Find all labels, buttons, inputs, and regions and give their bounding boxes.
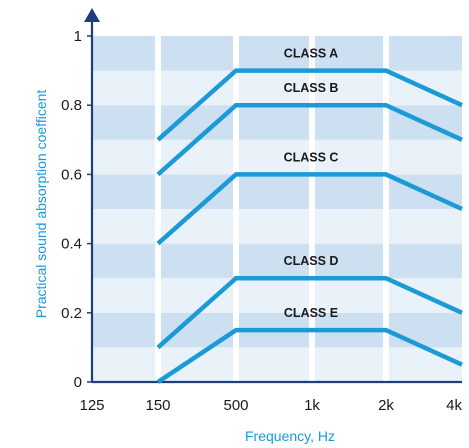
x-tick-0: 125 <box>79 397 104 414</box>
x-tick-1: 150 <box>145 397 170 414</box>
series-label-0: CLASS A <box>284 47 338 61</box>
y-tick-2: 0.4 <box>61 236 82 253</box>
series-line-2 <box>156 172 463 246</box>
band-8 <box>92 70 462 106</box>
y-tick-0: 0 <box>74 374 82 391</box>
y-tick-5: 1 <box>74 28 82 45</box>
band-7 <box>92 105 462 140</box>
band-4 <box>92 209 462 244</box>
series-label-4: CLASS E <box>284 306 338 320</box>
band-0 <box>92 347 462 382</box>
background-bands <box>92 36 462 382</box>
x-tick-2: 500 <box>223 397 248 414</box>
x-tick-5: 4k <box>446 397 462 414</box>
series-lines <box>156 68 463 384</box>
axes <box>84 8 462 384</box>
series-line-3 <box>156 275 463 350</box>
band-2 <box>92 278 462 313</box>
y-axis-title: Practical sound absorption coefficent <box>33 90 49 319</box>
x-tick-labels: 125 150 500 1k 2k 4k <box>79 397 462 414</box>
band-3 <box>92 243 462 279</box>
band-6 <box>92 139 462 175</box>
x-tick-3: 1k <box>304 397 320 414</box>
series-labels: CLASS A CLASS B CLASS C CLASS D CLASS E <box>284 47 339 321</box>
vertical-gridlines <box>155 36 389 382</box>
x-tick-4: 2k <box>378 397 394 414</box>
band-9 <box>92 36 462 71</box>
y-tick-3: 0.6 <box>61 166 82 183</box>
series-label-2: CLASS C <box>284 150 339 164</box>
series-label-3: CLASS D <box>284 254 339 268</box>
series-label-1: CLASS B <box>284 81 339 95</box>
y-tick-labels: 0 0.2 0.4 0.6 0.8 1 <box>61 28 82 391</box>
series-line-1 <box>156 102 463 177</box>
series-line-0 <box>156 68 463 142</box>
band-5 <box>92 174 462 209</box>
y-tick-1: 0.2 <box>61 305 82 322</box>
y-axis-arrow <box>84 8 100 22</box>
x-axis-title: Frequency, Hz <box>245 428 335 444</box>
series-line-4 <box>156 327 463 384</box>
y-tick-4: 0.8 <box>61 97 82 114</box>
